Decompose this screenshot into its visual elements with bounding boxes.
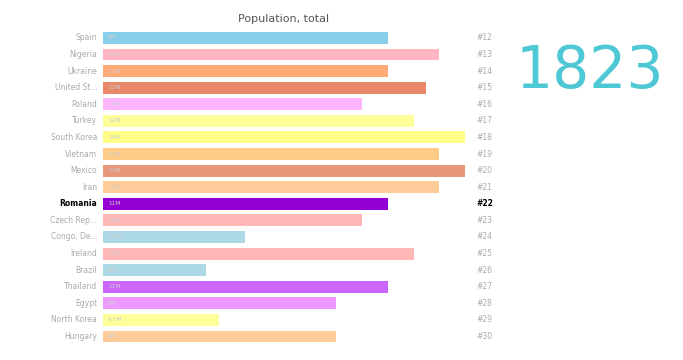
Text: 12M: 12M — [108, 85, 121, 90]
Text: #25: #25 — [476, 249, 492, 258]
Text: 4M: 4M — [108, 267, 117, 273]
Text: #27: #27 — [476, 282, 492, 291]
Text: Brazil: Brazil — [76, 266, 97, 275]
Text: Hungary: Hungary — [64, 332, 97, 341]
Text: United St...: United St... — [55, 83, 97, 92]
Text: 11M: 11M — [108, 201, 120, 206]
Text: 14M: 14M — [108, 135, 121, 140]
Text: 10M: 10M — [108, 102, 121, 107]
Text: #21: #21 — [476, 183, 492, 192]
Text: #12: #12 — [476, 33, 492, 42]
Bar — [102, 49, 439, 60]
Text: #30: #30 — [476, 332, 492, 341]
Text: 13M: 13M — [108, 52, 121, 57]
Text: #23: #23 — [476, 216, 492, 225]
Text: Thailand: Thailand — [64, 282, 97, 291]
Text: Vietnam: Vietnam — [65, 149, 97, 158]
Bar — [102, 115, 413, 127]
Bar — [102, 264, 206, 276]
Text: Congo, De...: Congo, De... — [51, 233, 97, 242]
Bar — [102, 231, 245, 243]
Text: 13M: 13M — [108, 152, 121, 157]
Text: 11M: 11M — [108, 284, 120, 289]
Text: 1823: 1823 — [516, 43, 664, 100]
Text: 12M: 12M — [108, 118, 121, 123]
Bar — [102, 65, 388, 77]
Text: #22: #22 — [476, 199, 493, 208]
Text: 12M: 12M — [108, 251, 121, 256]
Bar — [102, 181, 439, 193]
Text: Population, total: Population, total — [238, 14, 330, 24]
Text: #13: #13 — [476, 50, 492, 59]
Text: #19: #19 — [476, 149, 492, 158]
Text: #15: #15 — [476, 83, 492, 92]
Text: 10M: 10M — [108, 218, 121, 223]
Text: Czech Rep...: Czech Rep... — [51, 216, 97, 225]
Bar — [102, 148, 439, 160]
Text: #18: #18 — [476, 133, 492, 142]
Text: 13M: 13M — [108, 185, 121, 190]
Text: 9M: 9M — [108, 35, 117, 40]
Text: #17: #17 — [476, 116, 492, 125]
Text: #24: #24 — [476, 233, 492, 242]
Text: 9M: 9M — [108, 334, 117, 339]
Bar — [102, 98, 362, 110]
Bar — [102, 165, 465, 177]
Bar — [102, 32, 388, 44]
Bar — [102, 281, 388, 293]
Text: Nigeria: Nigeria — [70, 50, 97, 59]
Text: Ukraine: Ukraine — [68, 67, 97, 76]
Bar — [102, 215, 362, 226]
Text: #29: #29 — [476, 315, 492, 324]
Text: Mexico: Mexico — [70, 166, 97, 175]
Bar — [102, 82, 426, 94]
Text: Iran: Iran — [82, 183, 97, 192]
Text: #20: #20 — [476, 166, 492, 175]
Bar — [102, 131, 465, 143]
Bar — [102, 297, 336, 309]
Text: #28: #28 — [476, 299, 492, 308]
Text: 9M: 9M — [108, 301, 117, 306]
Text: #26: #26 — [476, 266, 492, 275]
Text: North Korea: North Korea — [51, 315, 97, 324]
Bar — [102, 330, 336, 342]
Text: Romania: Romania — [59, 199, 97, 208]
Text: Egypt: Egypt — [75, 299, 97, 308]
Bar — [102, 314, 219, 326]
Text: South Korea: South Korea — [51, 133, 97, 142]
Text: 5.5M: 5.5M — [108, 234, 123, 239]
Text: Ireland: Ireland — [70, 249, 97, 258]
Text: 11M: 11M — [108, 69, 120, 73]
Text: Poland: Poland — [72, 100, 97, 109]
Text: Turkey: Turkey — [72, 116, 97, 125]
Text: #14: #14 — [476, 67, 492, 76]
Text: #16: #16 — [476, 100, 492, 109]
Bar — [102, 198, 388, 210]
Text: Spain: Spain — [76, 33, 97, 42]
Text: 14M: 14M — [108, 168, 121, 173]
Bar — [102, 248, 413, 260]
Text: 4.5M: 4.5M — [108, 318, 123, 323]
